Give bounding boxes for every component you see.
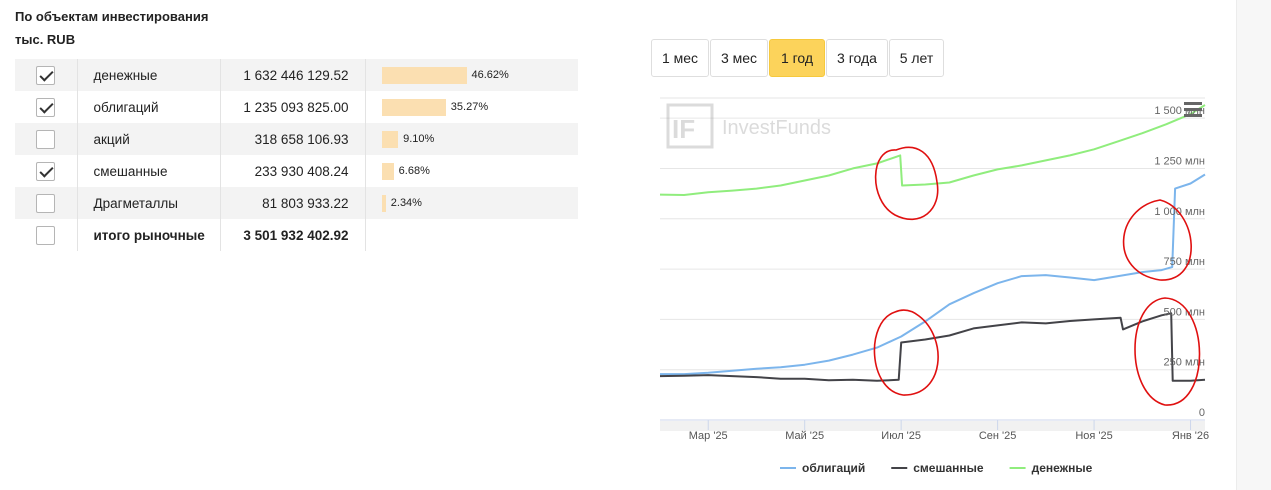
total-row: итого рыночные 3 501 932 402.92 (15, 219, 578, 251)
legend-item[interactable]: смешанные (913, 461, 984, 475)
total-checkbox[interactable] (36, 225, 56, 245)
table-row: акций 318 658 106.93 9.10% (15, 123, 578, 155)
y-tick-label: 0 (1199, 407, 1205, 419)
annotation-circles (873, 146, 1201, 406)
section-title: По объектам инвестирования (15, 9, 209, 24)
annotation-circle (873, 309, 939, 396)
y-tick-label: 750 млн (1164, 256, 1205, 268)
legend-item[interactable]: облигаций (802, 461, 865, 475)
row-checkbox[interactable] (36, 129, 56, 149)
row-name: денежные (77, 59, 221, 91)
x-tick-label: Май '25 (785, 430, 824, 442)
chart-grid (660, 97, 1205, 421)
legend-item[interactable]: денежные (1032, 461, 1093, 475)
row-checkbox[interactable] (36, 65, 56, 85)
row-name: смешанные (77, 155, 221, 187)
annotation-circle (874, 146, 939, 221)
period-1-year-button[interactable]: 1 год (769, 39, 825, 77)
share-percent: 46.62% (471, 69, 509, 81)
share-bar (381, 130, 399, 148)
series-layer (659, 104, 1206, 382)
watermark-mark: IF (672, 114, 695, 144)
section-unit: тыс. RUB (15, 32, 76, 47)
share-percent: 6.68% (398, 165, 430, 177)
share-percent: 35.27% (450, 101, 489, 113)
watermark-logo-icon (666, 103, 714, 149)
share-percent: 2.34% (390, 197, 422, 209)
share-bar (381, 194, 386, 212)
right-scroll-strip (1236, 0, 1271, 490)
row-value: 81 803 933.22 (220, 187, 366, 219)
annotation-circle (1134, 297, 1201, 406)
total-value: 3 501 932 402.92 (220, 219, 366, 251)
period-1-month-button[interactable]: 1 мес (651, 39, 709, 77)
share-percent: 9.10% (403, 133, 435, 145)
series-line-денежные (659, 104, 1206, 196)
y-tick-label: 1 000 млн (1154, 206, 1205, 218)
annotation-circle (1122, 199, 1192, 281)
series-line-облигаций (660, 173, 1206, 376)
row-checkbox[interactable] (36, 97, 56, 117)
share-bar (381, 98, 446, 116)
row-name: облигаций (77, 91, 221, 123)
period-3-years-button[interactable]: 3 года (826, 39, 888, 77)
row-name: акций (77, 123, 221, 155)
y-tick-label: 500 млн (1164, 306, 1205, 318)
table-row: смешанные 233 930 408.24 6.68% (15, 155, 578, 187)
hamburger-icon[interactable] (1184, 102, 1202, 117)
period-selector: 1 мес 3 мес 1 год 3 года 5 лет (651, 39, 945, 77)
x-axis-navigator (660, 421, 1205, 431)
row-value: 1 235 093 825.00 (220, 91, 366, 123)
share-bar (381, 66, 467, 84)
row-checkbox[interactable] (36, 161, 56, 181)
table-row: денежные 1 632 446 129.52 46.62% (15, 59, 578, 91)
series-line-смешанные (659, 312, 1206, 382)
row-name: Драгметаллы (77, 187, 221, 219)
period-3-months-button[interactable]: 3 мес (710, 39, 768, 77)
period-5-years-button[interactable]: 5 лет (889, 39, 944, 77)
x-tick-label: Сен '25 (979, 430, 1017, 442)
share-bar (381, 162, 394, 180)
x-tick-label: Янв '26 (1172, 430, 1209, 442)
watermark: IF InvestFunds (666, 103, 831, 149)
x-tick-label: Июл '25 (881, 430, 921, 442)
row-value: 318 658 106.93 (220, 123, 366, 155)
x-tick-label: Ноя '25 (1075, 430, 1112, 442)
total-name: итого рыночные (77, 219, 221, 251)
row-checkbox[interactable] (36, 193, 56, 213)
table-row: Драгметаллы 81 803 933.22 2.34% (15, 187, 578, 219)
x-axis: Мар '25 Май '25 Июл '25 Сен '25 Ноя '25 Янв '… (660, 419, 1209, 442)
chart-legend: облигаций смешанные денежные (780, 461, 1093, 475)
watermark-text: InvestFunds (722, 117, 831, 139)
y-tick-label: 250 млн (1164, 357, 1205, 369)
x-tick-label: Мар '25 (689, 430, 728, 442)
row-value: 1 632 446 129.52 (220, 59, 366, 91)
table-row: облигаций 1 235 093 825.00 35.27% (15, 91, 578, 123)
y-tick-label: 1 250 млн (1154, 155, 1205, 167)
nav-line-chart: IF InvestFunds 0 250 млн 500 млн 750 млн 1 0… (659, 97, 1209, 475)
investment-table: денежные 1 632 446 129.52 46.62% облигац… (15, 59, 578, 251)
row-value: 233 930 408.24 (220, 155, 366, 187)
